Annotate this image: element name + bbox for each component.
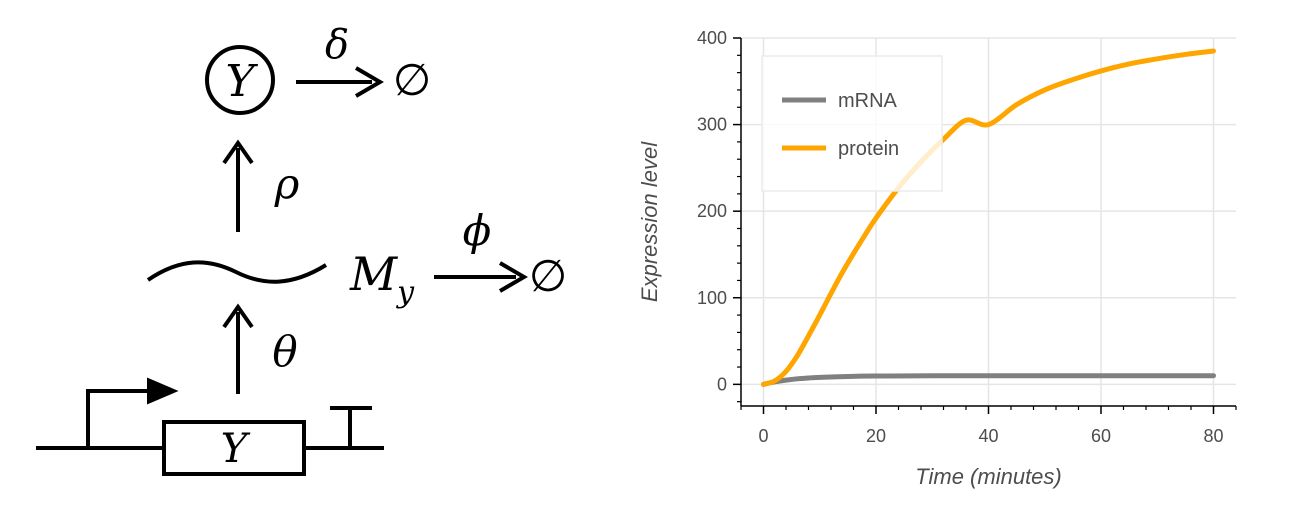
gene-expression-diagram: Y δ ∅ ρ My ϕ ∅ θ Y <box>36 22 567 476</box>
protein-circle <box>205 45 275 115</box>
mrna-label: My <box>349 247 415 310</box>
transcription-rate: θ <box>272 327 297 376</box>
x-tick-label: 40 <box>978 426 998 446</box>
mrna-label-main: M <box>349 247 399 301</box>
expression-chart: 0 20 40 60 80 0 100 200 300 400 mRNA protein Time … <box>637 28 1237 489</box>
mrna-degradation-rate: ϕ <box>463 206 492 255</box>
y-axis-label: Expression level <box>637 141 662 302</box>
transcription-arrowhead <box>222 303 254 329</box>
legend-box <box>761 55 943 192</box>
translation-arrowhead <box>222 139 254 165</box>
x-tick-label: 0 <box>758 426 768 446</box>
y-tick-label: 300 <box>697 115 727 135</box>
empty-set-protein: ∅ <box>393 55 431 106</box>
y-tick-label: 200 <box>697 201 727 221</box>
y-tick-label: 0 <box>717 374 727 394</box>
chart-grid <box>741 37 1236 406</box>
protein-symbol: Y <box>225 56 258 107</box>
protein-degradation-arrowhead <box>354 66 384 98</box>
chart-legend: mRNA protein <box>761 55 943 192</box>
series-line-mrna <box>761 373 1216 387</box>
y-tick-label: 400 <box>697 28 727 48</box>
mrna-degradation-arrowhead <box>498 261 528 293</box>
x-tick-label: 60 <box>1091 426 1111 446</box>
mrna-wave <box>146 260 328 284</box>
x-tick-label: 20 <box>866 426 886 446</box>
y-tick-label: 100 <box>697 288 727 308</box>
translation-rate: ρ <box>274 159 300 208</box>
protein-degradation-rate: δ <box>325 22 349 68</box>
gene-box <box>162 420 306 476</box>
legend-label-protein: protein <box>838 138 899 160</box>
legend-label-mrna: mRNA <box>838 90 898 112</box>
gene-label: Y <box>221 426 251 472</box>
x-axis-label: Time (minutes) <box>915 464 1062 489</box>
mrna-label-sub: y <box>395 275 415 310</box>
chart-axes: 0 20 40 60 80 0 100 200 300 400 <box>697 28 1237 446</box>
promoter-line <box>86 389 160 448</box>
promoter-arrowhead <box>147 377 179 405</box>
empty-set-mrna: ∅ <box>529 251 567 302</box>
x-tick-label: 80 <box>1203 426 1223 446</box>
